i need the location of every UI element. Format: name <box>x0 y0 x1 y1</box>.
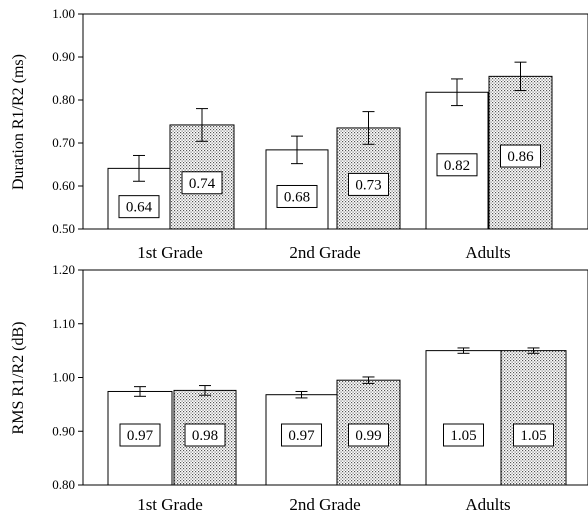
data-label: 0.97 <box>288 428 315 444</box>
data-label: 1.05 <box>450 428 476 444</box>
y-tick-label: 0.60 <box>52 178 75 193</box>
data-label: 0.68 <box>284 189 310 205</box>
data-label-box <box>348 172 389 196</box>
data-label-box <box>281 423 322 447</box>
y-tick-label: 0.80 <box>52 477 75 492</box>
bar <box>425 350 502 486</box>
category-label: Adults <box>465 243 510 262</box>
y-tick-label: 0.90 <box>52 49 75 64</box>
data-label: 0.74 <box>189 176 216 192</box>
y-tick-label: 1.00 <box>52 6 75 21</box>
y-tick-label: 1.10 <box>52 316 75 331</box>
data-label-box <box>436 153 478 177</box>
category-label: 2nd Grade <box>289 495 360 514</box>
category-label: 1st Grade <box>137 243 203 262</box>
data-label: 0.99 <box>355 428 381 444</box>
data-label: 0.82 <box>444 158 470 174</box>
category-label: 1st Grade <box>137 495 203 514</box>
data-label: 0.64 <box>126 200 153 216</box>
data-label-box <box>118 195 160 219</box>
plot-frame <box>82 13 588 230</box>
y-tick-label: 0.90 <box>52 423 75 438</box>
category-label: Adults <box>465 495 510 514</box>
data-label-box <box>119 423 161 447</box>
duration-panel: Duration R1/R2 (ms) 1st Grade 2nd Grade … <box>10 6 588 262</box>
data-label-box <box>184 423 226 447</box>
rms-panel: RMS R1/R2 (dB) 1st Grade 2nd Grade Adult… <box>10 262 588 514</box>
category-label: 2nd Grade <box>289 243 360 262</box>
data-label-box <box>181 171 223 195</box>
data-label: 0.98 <box>192 428 218 444</box>
y-tick-label: 1.00 <box>52 370 75 385</box>
y-tick-label: 1.20 <box>52 262 75 277</box>
data-label: 0.86 <box>507 149 534 165</box>
data-label: 0.97 <box>127 428 154 444</box>
data-label-box <box>276 184 318 208</box>
data-label-box <box>348 423 389 447</box>
y-axis-title: Duration R1/R2 (ms) <box>10 54 27 190</box>
y-tick-label: 0.50 <box>52 221 75 236</box>
data-label: 0.73 <box>355 177 381 193</box>
data-label-box <box>500 144 541 168</box>
data-label: 1.05 <box>520 428 546 444</box>
y-tick-label: 0.80 <box>52 92 75 107</box>
data-label-box <box>443 423 484 447</box>
y-tick-label: 0.70 <box>52 135 75 150</box>
bar <box>500 350 567 486</box>
y-axis-title: RMS R1/R2 (dB) <box>10 322 27 435</box>
data-label-box <box>513 423 554 447</box>
